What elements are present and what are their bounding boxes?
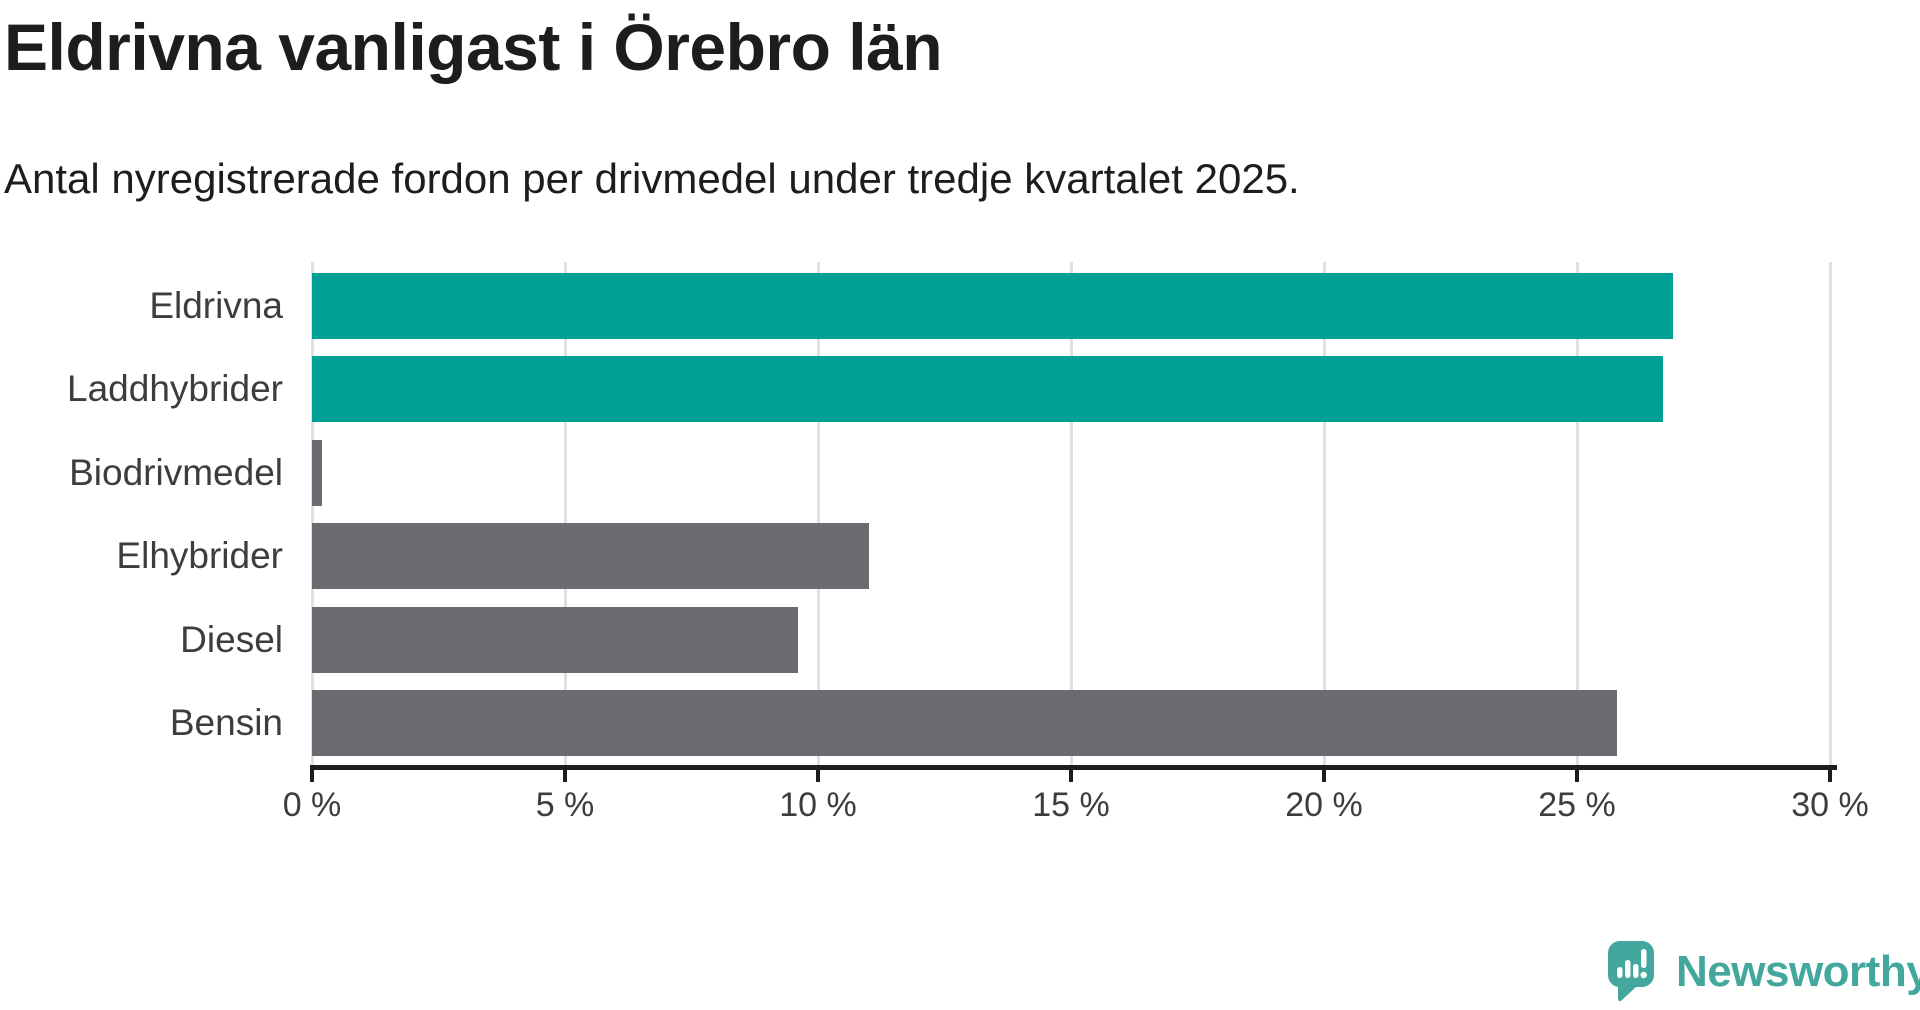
category-label-diesel: Diesel bbox=[180, 619, 283, 660]
x-tick-label-0: 0 % bbox=[282, 786, 342, 824]
chart-subtitle: Antal nyregistrerade fordon per drivmede… bbox=[4, 155, 1300, 202]
x-tick-label-30: 30 % bbox=[1791, 786, 1869, 824]
x-axis-line bbox=[310, 765, 1837, 770]
x-tick-label-10: 10 % bbox=[779, 786, 857, 824]
x-tick-label-20: 20 % bbox=[1285, 786, 1363, 824]
chart-title: Eldrivna vanligast i Örebro län bbox=[4, 10, 943, 84]
bar-row-elhybrider bbox=[312, 523, 1830, 589]
gridline-15 bbox=[1070, 262, 1073, 767]
x-tick-label-25: 25 % bbox=[1538, 786, 1616, 824]
gridline-30 bbox=[1829, 262, 1832, 767]
x-tick-0 bbox=[310, 768, 314, 782]
bar-row-bensin bbox=[312, 690, 1830, 756]
newsworthy-logo: Newsworthy bbox=[1607, 941, 1920, 1003]
gridline-10 bbox=[817, 262, 820, 767]
newsworthy-logo-text: Newsworthy bbox=[1676, 947, 1920, 996]
category-label-elhybrider: Elhybrider bbox=[116, 535, 283, 576]
x-tick-20 bbox=[1322, 768, 1326, 782]
bar-laddhybrider bbox=[312, 356, 1664, 422]
bar-eldrivna bbox=[312, 273, 1674, 339]
category-label-biodrivmedel: Biodrivmedel bbox=[69, 452, 283, 493]
category-label-laddhybrider: Laddhybrider bbox=[67, 368, 283, 409]
x-tick-30 bbox=[1828, 768, 1832, 782]
x-tick-label-15: 15 % bbox=[1032, 786, 1110, 824]
newsworthy-logo-icon bbox=[1607, 941, 1654, 1003]
gridline-20 bbox=[1323, 262, 1326, 767]
gridline-25 bbox=[1576, 262, 1579, 767]
bar-row-diesel bbox=[312, 607, 1830, 673]
x-tick-label-5: 5 % bbox=[535, 786, 595, 824]
category-label-bensin: Bensin bbox=[169, 702, 283, 743]
gridline-5 bbox=[564, 262, 567, 767]
x-tick-10 bbox=[816, 768, 820, 782]
bar-biodrivmedel bbox=[312, 440, 323, 506]
plot-area bbox=[311, 262, 1832, 767]
x-tick-15 bbox=[1069, 768, 1073, 782]
bar-elhybrider bbox=[312, 523, 869, 589]
category-label-eldrivna: Eldrivna bbox=[149, 285, 283, 326]
bar-row-biodrivmedel bbox=[312, 440, 1830, 506]
x-tick-25 bbox=[1575, 768, 1579, 782]
bar-row-eldrivna bbox=[312, 273, 1830, 339]
bar-bensin bbox=[312, 690, 1618, 756]
bar-diesel bbox=[312, 607, 798, 673]
gridline-0 bbox=[311, 262, 314, 767]
x-tick-5 bbox=[563, 768, 567, 782]
bar-row-laddhybrider bbox=[312, 356, 1830, 422]
